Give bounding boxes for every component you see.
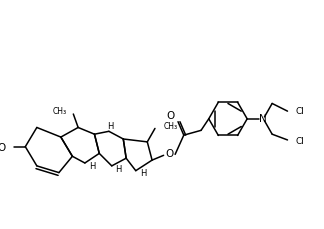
Text: O: O <box>166 111 174 121</box>
Text: O: O <box>165 149 173 159</box>
Text: H: H <box>141 169 147 178</box>
Text: N: N <box>259 114 266 124</box>
Text: CH₃: CH₃ <box>164 122 178 131</box>
Text: CH₃: CH₃ <box>52 107 67 116</box>
Text: H: H <box>116 165 122 174</box>
Text: Cl: Cl <box>295 107 304 116</box>
Text: O: O <box>0 143 6 153</box>
Text: Cl: Cl <box>295 137 304 146</box>
Text: H: H <box>89 162 95 171</box>
Text: H: H <box>108 122 114 131</box>
